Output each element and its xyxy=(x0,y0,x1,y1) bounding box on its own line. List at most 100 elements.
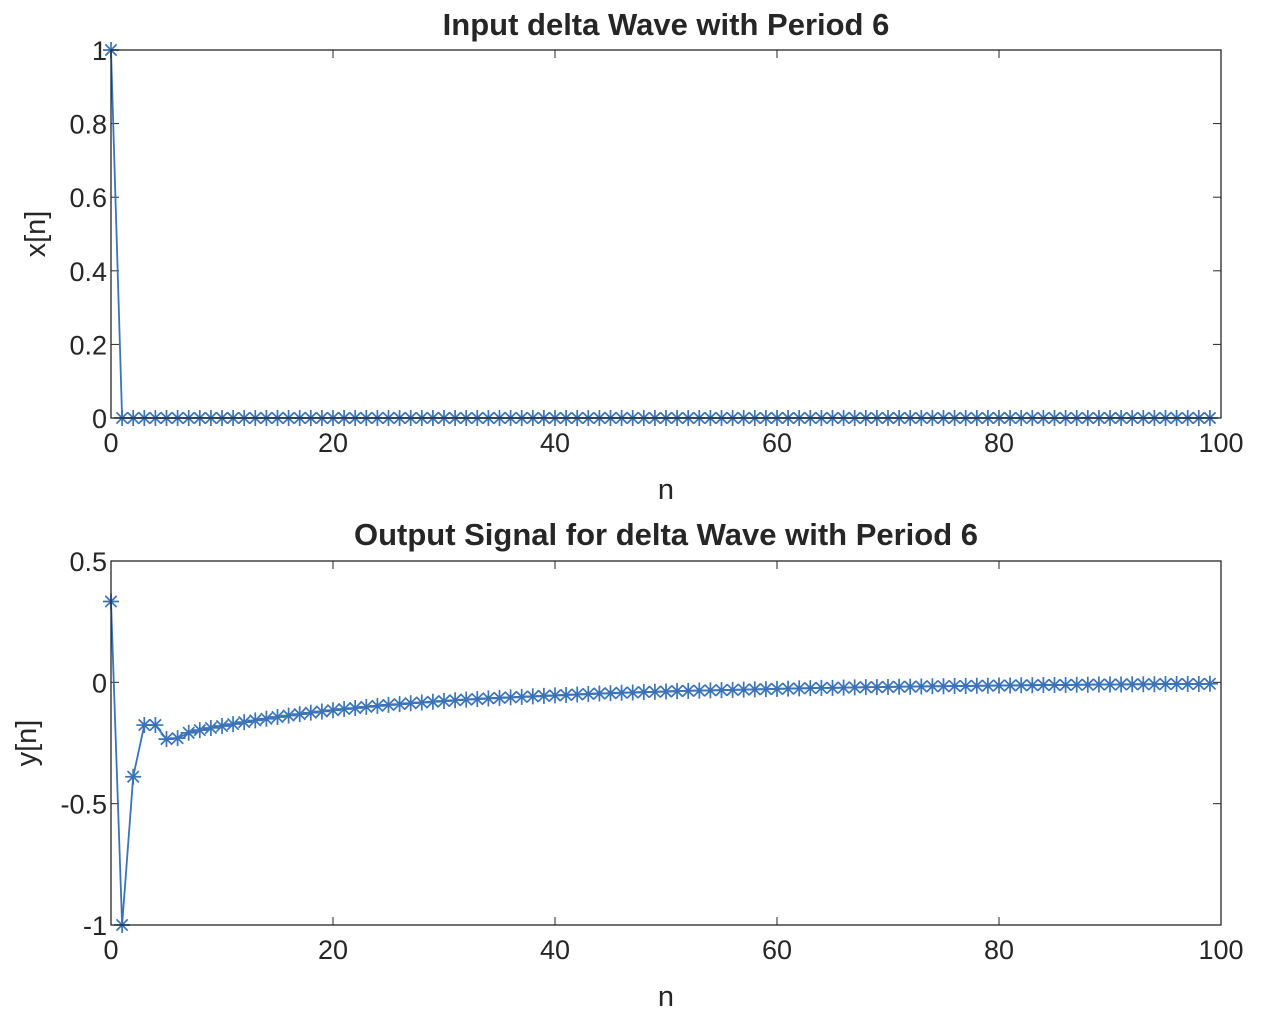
data-point-marker xyxy=(891,678,908,695)
data-point-marker xyxy=(1102,676,1118,693)
data-point-marker xyxy=(535,687,552,704)
data-point-marker xyxy=(1068,676,1085,693)
data-point-marker xyxy=(902,678,919,695)
data-point-marker xyxy=(646,683,663,700)
x-axis-label: n xyxy=(658,981,674,1013)
data-point-marker xyxy=(247,712,264,729)
data-point-marker xyxy=(569,686,586,703)
data-point-marker xyxy=(347,700,364,717)
x-axis-label: n xyxy=(658,474,674,506)
data-point-marker xyxy=(424,693,441,710)
data-point-marker xyxy=(669,683,686,700)
data-point-marker xyxy=(791,680,808,697)
data-point-marker xyxy=(680,682,697,699)
data-point-marker xyxy=(868,679,885,696)
data-point-marker xyxy=(580,685,597,702)
data-point-marker xyxy=(824,679,841,696)
data-point-marker xyxy=(857,679,874,696)
data-point-marker xyxy=(524,688,541,705)
x-tick-label: 60 xyxy=(762,428,792,458)
data-point-marker xyxy=(1079,676,1096,693)
data-point-marker xyxy=(325,702,341,719)
y-tick-label: 0.4 xyxy=(69,257,107,287)
x-tick-label: 20 xyxy=(318,428,348,458)
y-tick-label: 0.6 xyxy=(69,183,107,213)
x-tick-label: 60 xyxy=(762,935,792,965)
data-point-marker xyxy=(291,706,308,723)
data-point-marker xyxy=(180,724,197,741)
data-point-marker xyxy=(1146,676,1163,693)
data-point-marker xyxy=(125,768,142,785)
data-point-marker xyxy=(469,691,486,708)
data-point-marker xyxy=(1201,675,1218,692)
data-point-marker xyxy=(236,714,253,731)
x-tick-label: 40 xyxy=(540,935,570,965)
data-point-marker xyxy=(1024,677,1041,694)
data-point-marker xyxy=(225,716,242,733)
data-point-marker xyxy=(147,717,164,734)
x-tick-label: 80 xyxy=(984,428,1014,458)
data-point-marker xyxy=(380,696,397,713)
data-point-marker xyxy=(1113,676,1130,693)
data-point-marker xyxy=(502,689,519,706)
data-point-marker xyxy=(880,678,896,695)
data-point-marker xyxy=(924,678,941,695)
data-point-marker xyxy=(979,677,996,694)
input-signal-plot: Input delta Wave with Period 6 x[n] n 0 2… xyxy=(20,7,1244,506)
data-point-marker xyxy=(558,686,575,703)
data-point-marker xyxy=(658,683,674,700)
data-point-marker xyxy=(1013,677,1030,694)
x-tick-label: 100 xyxy=(1198,935,1243,965)
y-tick-label: 0.5 xyxy=(69,547,107,577)
data-point-marker xyxy=(547,687,563,704)
data-point-marker xyxy=(769,680,785,697)
data-point-marker xyxy=(835,679,852,696)
data-point-marker xyxy=(935,678,952,695)
series-line-group xyxy=(103,593,1218,933)
x-tick-label: 40 xyxy=(540,428,570,458)
x-tick-label: 100 xyxy=(1198,428,1243,458)
plot-title: Output Signal for delta Wave with Period… xyxy=(354,517,978,552)
data-point-marker xyxy=(724,681,741,698)
y-axis-label: y[n] xyxy=(11,720,43,767)
data-point-marker xyxy=(402,695,419,712)
y-tick-label: -1 xyxy=(83,911,107,941)
x-tick-label: 80 xyxy=(984,935,1014,965)
y-tick-label: 0.8 xyxy=(69,110,107,140)
data-point-marker xyxy=(391,696,408,713)
data-point-marker xyxy=(591,685,608,702)
data-point-marker xyxy=(214,718,230,735)
data-point-marker xyxy=(1179,676,1196,693)
data-point-marker xyxy=(191,722,208,739)
data-point-marker xyxy=(1124,676,1141,693)
plot-title: Input delta Wave with Period 6 xyxy=(443,7,890,42)
data-point-marker xyxy=(302,704,319,721)
data-point-marker xyxy=(624,684,641,701)
data-point-marker xyxy=(202,719,219,736)
data-point-marker xyxy=(813,679,830,696)
data-point-marker xyxy=(1168,676,1185,693)
data-point-marker xyxy=(757,681,774,698)
data-point-marker xyxy=(991,677,1007,694)
y-tick-label: 1 xyxy=(92,36,107,66)
data-point-marker xyxy=(258,710,275,727)
y-axis-label: x[n] xyxy=(20,211,52,258)
data-point-marker xyxy=(458,691,475,708)
data-point-marker xyxy=(158,731,175,748)
data-point-marker xyxy=(602,685,619,702)
data-point-marker xyxy=(491,689,508,706)
data-point-marker xyxy=(1135,676,1152,693)
data-point-marker xyxy=(713,682,730,699)
data-point-marker xyxy=(280,707,297,724)
data-point-marker xyxy=(1090,676,1107,693)
data-point-marker xyxy=(846,679,863,696)
data-point-marker xyxy=(802,680,819,697)
data-point-marker xyxy=(1035,677,1052,694)
data-point-marker xyxy=(1057,677,1074,694)
data-point-marker xyxy=(946,677,963,694)
y-tick-label: 0.2 xyxy=(69,330,107,360)
data-point-marker xyxy=(1002,677,1019,694)
y-tick-label: -0.5 xyxy=(60,790,107,820)
